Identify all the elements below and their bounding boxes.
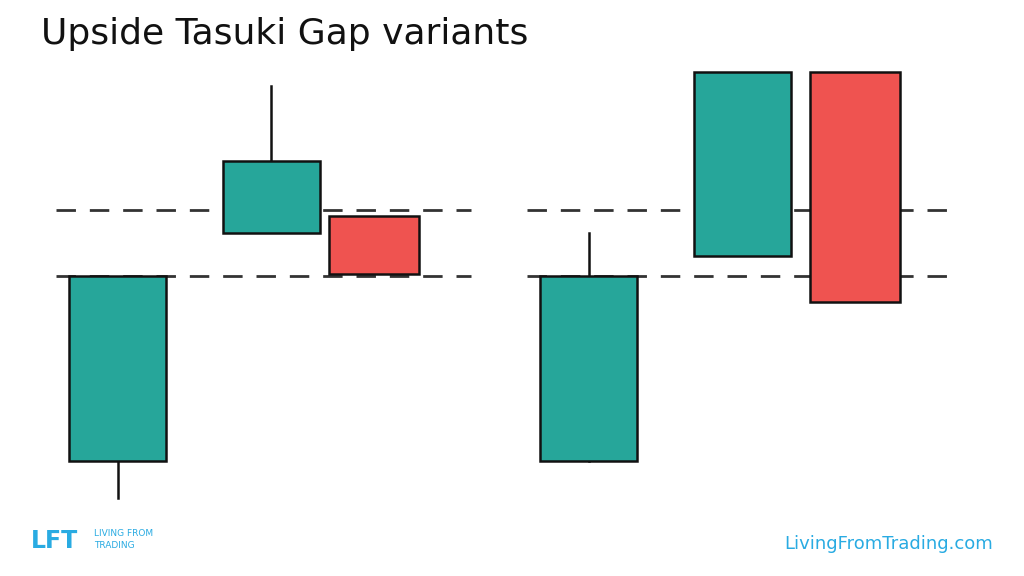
Bar <box>541 276 637 461</box>
Bar <box>810 72 900 302</box>
Text: LIVING FROM
TRADING: LIVING FROM TRADING <box>94 529 154 550</box>
Bar <box>70 276 166 461</box>
Bar <box>694 72 791 256</box>
Text: LFT: LFT <box>31 529 78 553</box>
Bar <box>223 161 319 233</box>
Text: LivingFromTrading.com: LivingFromTrading.com <box>784 535 993 553</box>
Text: Upside Tasuki Gap variants: Upside Tasuki Gap variants <box>41 17 528 51</box>
Bar <box>329 216 419 274</box>
